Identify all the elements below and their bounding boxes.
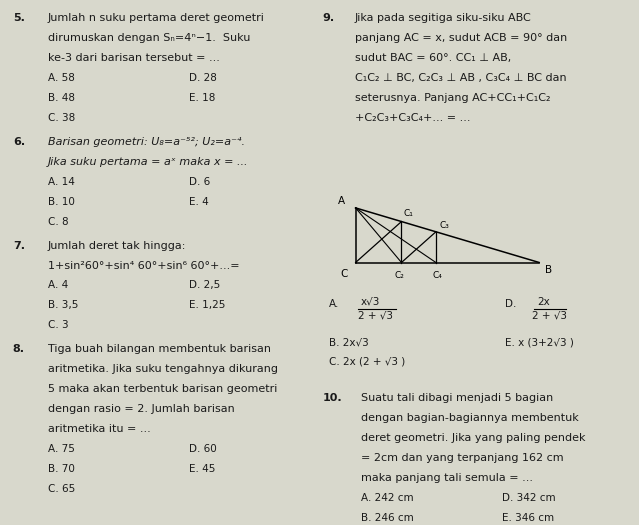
Text: deret geometri. Jika yang paling pendek: deret geometri. Jika yang paling pendek: [361, 433, 585, 443]
Text: A: A: [338, 196, 346, 206]
Text: dengan bagian-bagiannya membentuk: dengan bagian-bagiannya membentuk: [361, 413, 579, 423]
Text: B: B: [545, 265, 552, 275]
Text: C. 38: C. 38: [48, 113, 75, 123]
Text: C₄: C₄: [433, 271, 443, 280]
Text: sudut BAC = 60°. CC₁ ⊥ AB,: sudut BAC = 60°. CC₁ ⊥ AB,: [355, 53, 511, 63]
Text: 5.: 5.: [13, 13, 25, 23]
Text: A. 242 cm: A. 242 cm: [361, 492, 413, 502]
Text: B. 10: B. 10: [48, 197, 75, 207]
Text: C₂: C₂: [394, 271, 404, 280]
Text: C₁C₂ ⊥ BC, C₂C₃ ⊥ AB , C₃C₄ ⊥ BC dan: C₁C₂ ⊥ BC, C₂C₃ ⊥ AB , C₃C₄ ⊥ BC dan: [355, 73, 566, 83]
Text: E. x (3+2√3 ): E. x (3+2√3 ): [505, 337, 574, 347]
Text: C. 65: C. 65: [48, 484, 75, 494]
Text: 8.: 8.: [13, 344, 25, 354]
Text: E. 18: E. 18: [189, 93, 215, 103]
Text: D. 28: D. 28: [189, 73, 217, 83]
Text: D. 60: D. 60: [189, 444, 216, 454]
Text: A.: A.: [329, 299, 339, 309]
Text: B. 48: B. 48: [48, 93, 75, 103]
Text: maka panjang tali semula = ...: maka panjang tali semula = ...: [361, 472, 533, 482]
Text: A. 58: A. 58: [48, 73, 75, 83]
Text: C₁: C₁: [403, 209, 413, 218]
Text: Jumlah deret tak hingga:: Jumlah deret tak hingga:: [48, 240, 187, 250]
Text: A. 14: A. 14: [48, 177, 75, 187]
Text: aritmetika. Jika suku tengahnya dikurang: aritmetika. Jika suku tengahnya dikurang: [48, 364, 278, 374]
Text: B. 70: B. 70: [48, 464, 75, 474]
Text: C: C: [340, 269, 348, 279]
Text: Tiga buah bilangan membentuk barisan: Tiga buah bilangan membentuk barisan: [48, 344, 271, 354]
Text: 7.: 7.: [13, 240, 25, 250]
Text: E. 346 cm: E. 346 cm: [502, 512, 554, 522]
Text: 5 maka akan terbentuk barisan geometri: 5 maka akan terbentuk barisan geometri: [48, 384, 277, 394]
Text: 10.: 10.: [323, 393, 343, 403]
Text: E. 45: E. 45: [189, 464, 215, 474]
Text: E. 4: E. 4: [189, 197, 208, 207]
Text: = 2cm dan yang terpanjang 162 cm: = 2cm dan yang terpanjang 162 cm: [361, 453, 564, 463]
Text: Jika suku pertama = aˣ maka x = ...: Jika suku pertama = aˣ maka x = ...: [48, 157, 249, 167]
Text: D. 342 cm: D. 342 cm: [502, 492, 555, 502]
Text: seterusnya. Panjang AC+CC₁+C₁C₂: seterusnya. Panjang AC+CC₁+C₁C₂: [355, 93, 550, 103]
Text: x√3: x√3: [361, 297, 380, 307]
Text: Suatu tali dibagi menjadi 5 bagian: Suatu tali dibagi menjadi 5 bagian: [361, 393, 553, 403]
Text: ke-3 dari barisan tersebut = ...: ke-3 dari barisan tersebut = ...: [48, 53, 220, 63]
Text: panjang AC = x, sudut ACB = 90° dan: panjang AC = x, sudut ACB = 90° dan: [355, 33, 567, 43]
Text: B. 246 cm: B. 246 cm: [361, 512, 414, 522]
Text: E. 1,25: E. 1,25: [189, 300, 225, 310]
Text: Jumlah n suku pertama deret geometri: Jumlah n suku pertama deret geometri: [48, 13, 265, 23]
Text: 9.: 9.: [323, 13, 335, 23]
Text: Barisan geometri: U₈=a⁻⁵²; U₂=a⁻⁴.: Barisan geometri: U₈=a⁻⁵²; U₂=a⁻⁴.: [48, 137, 245, 147]
Text: 2 + √3: 2 + √3: [358, 311, 393, 321]
Text: 6.: 6.: [13, 137, 25, 147]
Text: aritmetika itu = ...: aritmetika itu = ...: [48, 424, 151, 434]
Text: D. 2,5: D. 2,5: [189, 280, 220, 290]
Text: C. 2x (2 + √3 ): C. 2x (2 + √3 ): [329, 357, 405, 367]
Text: 2x: 2x: [537, 297, 550, 307]
Text: C₃: C₃: [440, 220, 450, 230]
Text: Jika pada segitiga siku-siku ABC: Jika pada segitiga siku-siku ABC: [355, 13, 532, 23]
Text: D.: D.: [505, 299, 516, 309]
Text: 1+sin²60°+sin⁴ 60°+sin⁶ 60°+...=: 1+sin²60°+sin⁴ 60°+sin⁶ 60°+...=: [48, 260, 240, 270]
Text: dengan rasio = 2. Jumlah barisan: dengan rasio = 2. Jumlah barisan: [48, 404, 235, 414]
Text: C. 8: C. 8: [48, 217, 68, 227]
Text: B. 3,5: B. 3,5: [48, 300, 79, 310]
Text: A. 4: A. 4: [48, 280, 68, 290]
Text: D. 6: D. 6: [189, 177, 210, 187]
Text: C. 3: C. 3: [48, 320, 68, 330]
Text: B. 2x√3: B. 2x√3: [329, 337, 369, 347]
Text: +C₂C₃+C₃C₄+... = ...: +C₂C₃+C₃C₄+... = ...: [355, 113, 470, 123]
Text: dirumuskan dengan Sₙ=4ⁿ−1.  Suku: dirumuskan dengan Sₙ=4ⁿ−1. Suku: [48, 33, 250, 43]
Text: A. 75: A. 75: [48, 444, 75, 454]
Text: 2 + √3: 2 + √3: [532, 311, 567, 321]
